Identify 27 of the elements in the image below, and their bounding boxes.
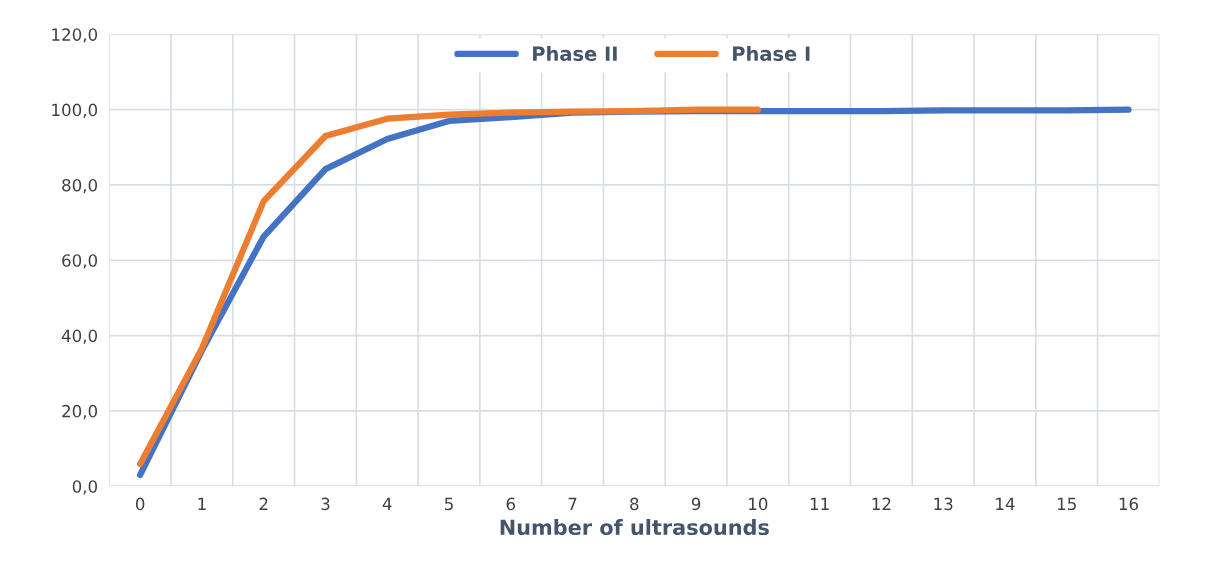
- legend-label: Phase I: [733, 45, 810, 62]
- y-tick-label: 120,0: [52, 28, 98, 43]
- x-tick-label: 4: [382, 497, 392, 510]
- x-tick-label: 0: [135, 497, 145, 511]
- x-tick-label: 6: [506, 497, 516, 511]
- x-tick-label: 13: [934, 497, 953, 511]
- y-tick-label: 60,0: [62, 254, 98, 269]
- y-tick-label: 100,0: [52, 103, 98, 118]
- x-tick-label: 7: [568, 497, 577, 510]
- x-axis-title: Number of ultrasounds: [500, 519, 769, 536]
- x-tick-label: 8: [630, 497, 639, 511]
- y-tick-label: 20,0: [62, 404, 98, 420]
- x-tick-label: 16: [1119, 497, 1139, 511]
- y-tick-label: 40,0: [61, 329, 98, 344]
- x-tick-label: 14: [996, 497, 1015, 510]
- y-tick-label: 80,0: [62, 178, 98, 194]
- x-tick-label: 11: [810, 497, 829, 510]
- x-tick-label: 2: [259, 497, 268, 510]
- x-tick-label: 9: [691, 497, 701, 511]
- x-tick-label: 5: [444, 497, 453, 511]
- x-tick-label: 15: [1057, 497, 1076, 511]
- x-tick-label: 3: [321, 497, 330, 511]
- legend-label: Phase II: [533, 45, 617, 62]
- y-tick-label: 0,0: [72, 480, 98, 495]
- x-tick-label: 1: [198, 497, 206, 510]
- x-tick-label: 10: [749, 497, 768, 511]
- x-tick-label: 12: [872, 497, 891, 510]
